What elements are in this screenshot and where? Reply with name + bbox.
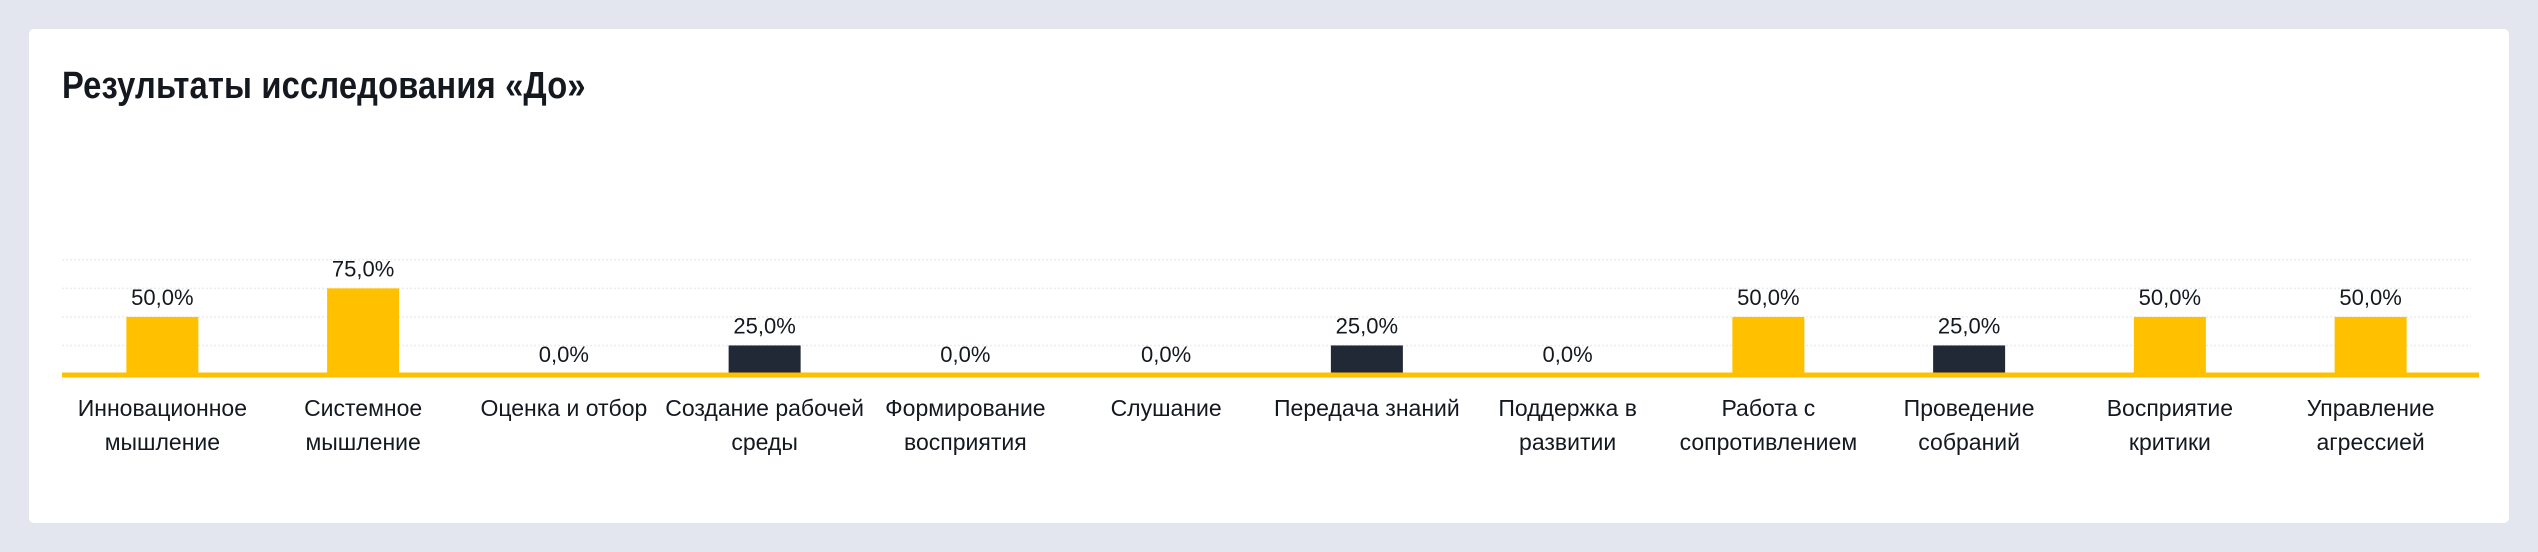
category-label: Поддержка в развитии <box>1498 395 1637 455</box>
value-label: 25,0% <box>1336 313 1398 338</box>
value-label: 50,0% <box>1737 285 1799 310</box>
category-label: Управление агрессией <box>2307 395 2435 455</box>
value-label: 25,0% <box>1938 313 2000 338</box>
category-label: Инновационное мышление <box>78 395 247 455</box>
category-label: Формирование восприятия <box>885 395 1045 455</box>
category-label: Передача знаний <box>1274 395 1460 421</box>
bar <box>2133 316 2206 374</box>
category-label: Создание рабочей среды <box>665 395 864 455</box>
category-label: Работа с сопротивлением <box>1680 395 1858 455</box>
value-label: 75,0% <box>332 256 394 281</box>
value-label: 25,0% <box>733 313 795 338</box>
value-labels: 50,0% 75,0% 0,0% 25,0% 0,0% 0,0% 25,0% 0,0% 50,0… <box>131 256 2402 367</box>
value-label: 0,0% <box>1543 342 1593 367</box>
category-label: Системное мышление <box>304 395 422 455</box>
bar <box>1732 316 1805 374</box>
category-label: Оценка и отбор <box>480 395 647 421</box>
value-label: 0,0% <box>1141 342 1191 367</box>
bar <box>728 345 801 374</box>
value-label: 50,0% <box>2139 285 2201 310</box>
category-label: Восприятие критики <box>2107 395 2233 455</box>
chart-title: Результаты исследования «До» <box>62 65 586 107</box>
value-label: 50,0% <box>2339 285 2401 310</box>
bar-chart: 50,0% 75,0% 0,0% 25,0% 0,0% 0,0% 25,0% 0,0% 50,0… <box>62 256 2479 455</box>
value-label: 50,0% <box>131 285 193 310</box>
bar <box>126 316 199 374</box>
category-labels: Инновационное мышление Системное мышление Оц… <box>78 395 2435 455</box>
category-label: Слушание <box>1111 395 1222 421</box>
bar <box>1330 345 1403 374</box>
value-label: 0,0% <box>539 342 589 367</box>
bar <box>2334 316 2407 374</box>
value-label: 0,0% <box>940 342 990 367</box>
chart-card: Результаты исследования «До» 50,0% 75,0% 0… <box>29 29 2509 523</box>
grid-lines <box>62 259 2471 347</box>
bars <box>126 288 2407 374</box>
category-label: Проведение собраний <box>1904 395 2035 455</box>
bar <box>327 288 400 374</box>
bar <box>1933 345 2006 374</box>
